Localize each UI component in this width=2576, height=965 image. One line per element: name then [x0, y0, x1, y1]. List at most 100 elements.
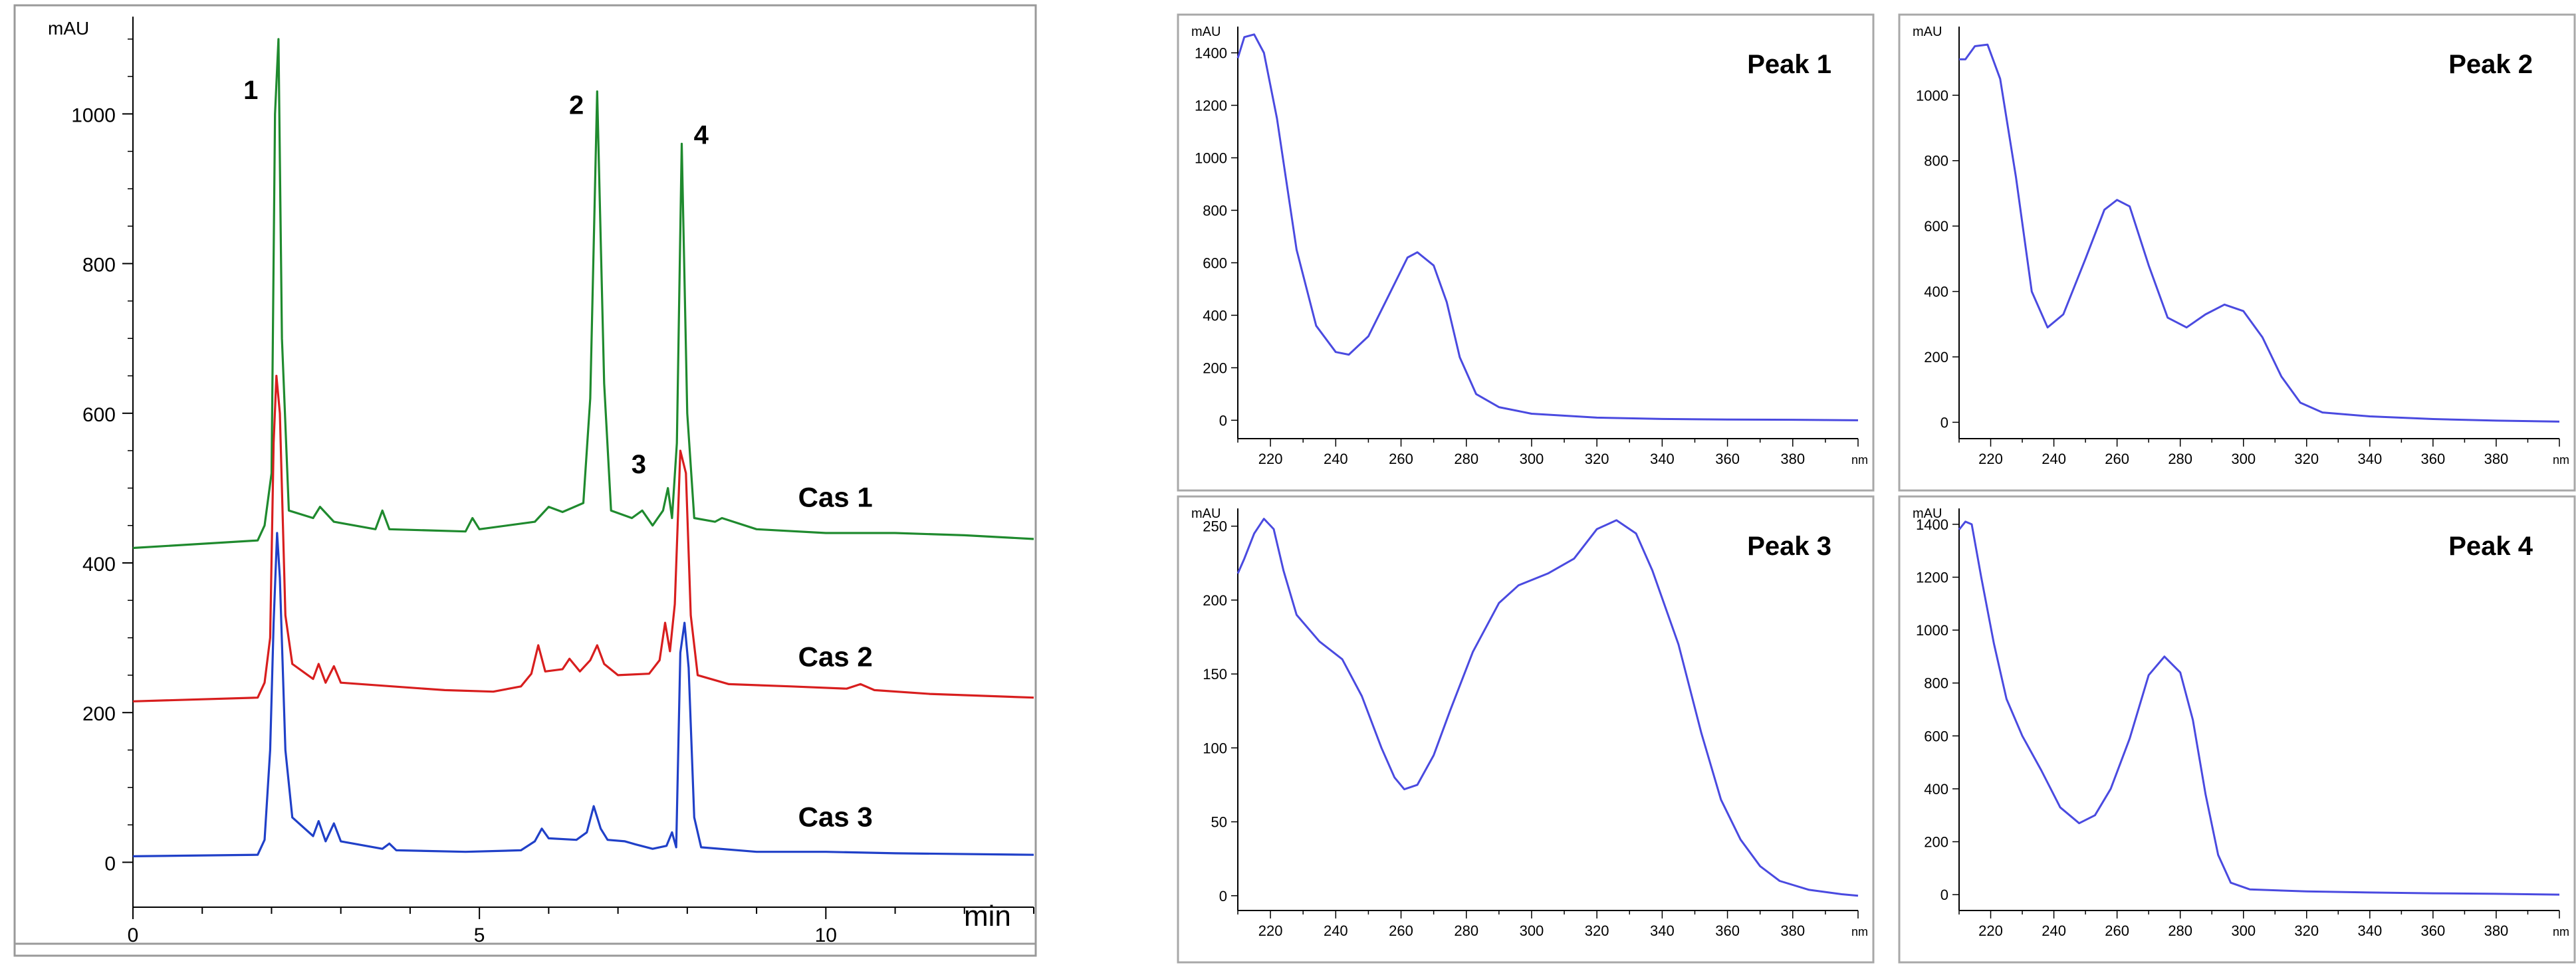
spectrum-peak-4-y-tick-label: 1200 [1916, 569, 1948, 586]
spectrum-peak-4-spectrum-line [1958, 520, 2560, 896]
x-tick-label: 5 [474, 924, 485, 946]
spectrum-peak-2-x-tick-label: 340 [2357, 451, 2382, 467]
peak-number-label-1: 1 [243, 76, 258, 105]
spectrum-peak-1-spectrum-line [1236, 33, 1859, 421]
spectrum-peak-2-y-tick-label: 400 [1924, 284, 1948, 300]
spectrum-peak-1-x-tick-label: 380 [1780, 451, 1805, 467]
spectrum-peak-3-y-tick-label: 150 [1203, 666, 1227, 683]
spectrum-peak-3-x-tick-label: 220 [1258, 922, 1283, 939]
spectrum-peak-3-y-tick-label: 50 [1211, 814, 1227, 831]
spectrum-peak-4-y-tick-label: 800 [1924, 675, 1948, 692]
spectrum-peak-4-x-tick-label: 340 [2357, 922, 2382, 939]
spectrum-peak-4-x-axis-unit-label: nm [2553, 925, 2569, 938]
trace-label-1: Cas 1 [798, 482, 873, 513]
spectrum-peak-1-y-tick-label: 800 [1203, 202, 1227, 219]
spectrum-peak-2-x-tick-label: 260 [2105, 451, 2129, 467]
spectrum-peak-4-x-tick-label: 220 [1978, 922, 2003, 939]
spectrum-peak-1-title: Peak 1 [1747, 50, 1831, 79]
chromatogram-frame [13, 4, 1037, 957]
spectrum-peak-3-frame [1177, 495, 1875, 964]
spectrum-peak-2-y-tick-label: 200 [1924, 349, 1948, 366]
spectrum-peak-2-spectrum-line [1959, 43, 2560, 423]
y-tick-label: 200 [82, 703, 116, 725]
spectrum-peak-4-frame [1898, 495, 2576, 964]
trace-label-3: Cas 3 [798, 801, 873, 832]
trace-3 [132, 532, 1034, 857]
spectrum-peak-1-x-tick-label: 320 [1585, 451, 1609, 467]
chromatogram-chart: 0 200 400 600 800 1000 0 5 10 mAU min Cas 1 Cas 2 Cas… [13, 4, 1037, 957]
spectrum-peak-3-x-tick-label: 280 [1454, 922, 1478, 939]
y-axis-label: mAU [48, 18, 89, 39]
spectrum-peak-4-y-tick-label: 600 [1924, 728, 1948, 744]
spectrum-peak-2-chart: 0 200 400 600 800 1000 220 240 260 280 300 320 340 36… [1898, 13, 2576, 492]
spectrum-peak-1-x-tick-label: 300 [1520, 451, 1544, 467]
spectrum-peak-4-x-tick-label: 300 [2231, 922, 2256, 939]
spectrum-peak-2-y-tick-label: 600 [1924, 218, 1948, 235]
spectrum-peak-1-y-tick-label: 0 [1219, 412, 1227, 429]
y-tick-label: 800 [82, 255, 116, 276]
spectrum-peak-2-y-axis-label: mAU [1913, 25, 1942, 39]
spectrum-peak-1-x-tick-label: 240 [1324, 451, 1348, 467]
spectrum-peak-1-y-tick-label: 1000 [1195, 150, 1227, 166]
spectrum-peak-1-y-tick-label: 600 [1203, 255, 1227, 271]
spectrum-peak-2-x-tick-label: 320 [2294, 451, 2319, 467]
spectrum-peak-2-x-tick-label: 280 [2168, 451, 2192, 467]
spectrum-peak-3-x-tick-label: 340 [1650, 922, 1675, 939]
spectrum-peak-3-x-tick-label: 300 [1520, 922, 1544, 939]
spectrum-peak-1-y-tick-label: 1200 [1195, 97, 1227, 114]
spectrum-peak-1-x-tick-label: 220 [1258, 451, 1283, 467]
spectrum-peak-2-frame [1898, 13, 2576, 492]
spectrum-peak-1-panel: 0 200 400 600 800 1000 1200 1400 220 240 260 280 300… [1177, 13, 1875, 492]
spectrum-peak-2-y-tick-label: 800 [1924, 153, 1948, 169]
spectrum-peak-3-y-tick-label: 0 [1219, 888, 1227, 905]
spectrum-peak-3-y-axis-label: mAU [1191, 506, 1221, 521]
spectrum-peak-4-x-tick-label: 360 [2421, 922, 2446, 939]
spectrum-peak-3-y-tick-label: 250 [1203, 518, 1227, 535]
spectrum-peak-3-x-axis-unit-label: nm [1851, 925, 1868, 938]
chromatogram-panel: 0 200 400 600 800 1000 0 5 10 mAU min Cas 1 Cas 2 Cas… [0, 0, 1044, 965]
y-tick-label: 400 [82, 554, 116, 576]
spectrum-peak-1-x-tick-label: 340 [1650, 451, 1675, 467]
spectrum-peak-1-x-tick-label: 260 [1389, 451, 1413, 467]
peak-number-label-2: 2 [569, 90, 584, 120]
spectrum-peak-1-y-axis-label: mAU [1191, 25, 1221, 39]
spectrum-peak-1-y-tick-label: 400 [1203, 307, 1227, 324]
trace-2 [132, 374, 1034, 702]
spectrum-peak-4-panel: 0 200 400 600 800 1000 1200 1400 220 240 260 280 300… [1898, 495, 2576, 964]
trace-1 [132, 38, 1034, 550]
spectrum-peak-3-chart: 0 50 100 150 200 250 220 240 260 280 300 320 340 360 3… [1177, 495, 1875, 964]
spectrum-peak-1-x-tick-label: 280 [1454, 451, 1478, 467]
spectrum-peak-4-y-tick-label: 1400 [1916, 516, 1948, 533]
spectrum-peak-4-title: Peak 4 [2448, 532, 2533, 561]
spectrum-peak-2-panel: 0 200 400 600 800 1000 220 240 260 280 300 320 340 36… [1898, 13, 2576, 492]
spectrum-peak-2-y-tick-label: 1000 [1916, 87, 1948, 104]
spectrum-peak-2-x-tick-label: 380 [2484, 451, 2509, 467]
trace-label-2: Cas 2 [798, 641, 873, 672]
spectrum-peak-3-x-tick-label: 260 [1389, 922, 1413, 939]
spectrum-peak-4-x-tick-label: 260 [2105, 922, 2129, 939]
x-tick-label: 10 [815, 924, 837, 946]
spectrum-peak-3-spectrum-line [1236, 518, 1859, 897]
peak-number-label-3: 3 [632, 450, 646, 479]
spectrum-peak-3-y-tick-label: 100 [1203, 740, 1227, 756]
spectrum-peak-3-x-tick-label: 380 [1780, 922, 1805, 939]
x-tick-label: 0 [128, 924, 139, 946]
spectrum-peak-1-y-tick-label: 1400 [1195, 45, 1227, 61]
spectrum-peak-4-x-tick-label: 320 [2294, 922, 2319, 939]
y-tick-label: 0 [104, 853, 116, 875]
spectrum-peak-3-y-tick-label: 200 [1203, 592, 1227, 609]
spectrum-peak-2-x-axis-unit-label: nm [2553, 453, 2569, 467]
spectrum-peak-2-y-tick-label: 0 [1940, 414, 1948, 431]
spectrum-peak-4-x-tick-label: 280 [2168, 922, 2192, 939]
y-tick-label: 600 [82, 404, 116, 426]
spectrum-peak-4-y-tick-label: 0 [1940, 887, 1948, 903]
spectrum-peak-2-x-tick-label: 220 [1978, 451, 2003, 467]
spectrum-peak-4-y-tick-label: 1000 [1916, 622, 1948, 639]
spectrum-peak-4-y-axis-label: mAU [1913, 506, 1942, 521]
spectrum-peak-1-x-axis-unit-label: nm [1851, 453, 1868, 467]
spectrum-peak-2-x-tick-label: 240 [2042, 451, 2066, 467]
peak-number-label-4: 4 [694, 120, 709, 150]
spectrum-peak-4-x-tick-label: 240 [2042, 922, 2066, 939]
spectrum-peak-1-chart: 0 200 400 600 800 1000 1200 1400 220 240 260 280 300… [1177, 13, 1875, 492]
spectrum-peak-2-x-tick-label: 360 [2421, 451, 2446, 467]
